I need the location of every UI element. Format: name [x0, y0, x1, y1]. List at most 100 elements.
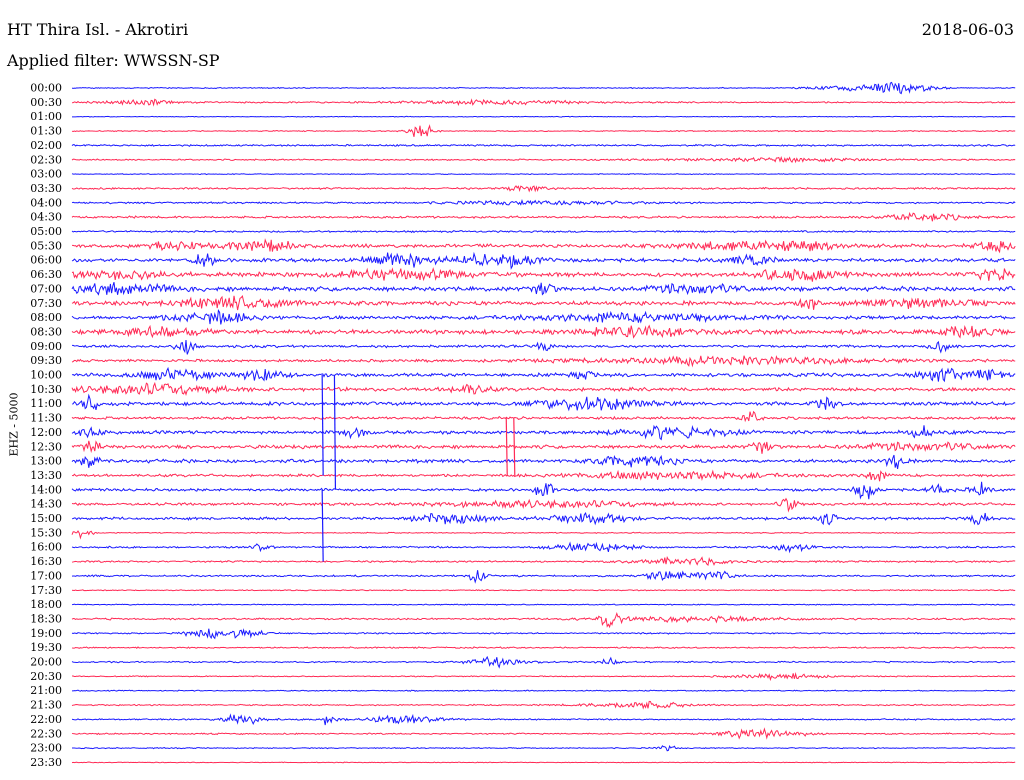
- trace-line: [71, 98, 1016, 107]
- trace-line: [71, 541, 1016, 554]
- time-label: 15:00: [30, 512, 62, 525]
- trace-line: [71, 143, 1016, 147]
- time-label: 00:00: [30, 82, 62, 95]
- trace-line: [71, 282, 1016, 296]
- trace-line: [71, 251, 1016, 270]
- time-label: 04:30: [30, 211, 62, 224]
- trace-line: [71, 603, 1016, 606]
- trace-line: [71, 81, 1016, 95]
- time-label: 00:30: [30, 96, 62, 109]
- trace-line: [71, 589, 1016, 592]
- time-label: 19:30: [30, 641, 62, 654]
- date-label: 2018-06-03: [921, 20, 1014, 39]
- spike-line: [333, 374, 337, 490]
- trace-line: [71, 115, 1016, 118]
- time-label: 21:30: [30, 699, 62, 712]
- trace-line: [71, 469, 1016, 482]
- time-label: 04:00: [30, 196, 62, 209]
- time-label: 20:00: [30, 656, 62, 669]
- time-label: 02:30: [30, 153, 62, 166]
- trace-line: [71, 530, 1016, 540]
- time-label: 20:30: [30, 670, 62, 683]
- time-label: 14:00: [30, 483, 62, 496]
- time-label: 19:00: [30, 627, 62, 640]
- time-label: 21:00: [30, 684, 62, 697]
- trace-line: [71, 211, 1016, 222]
- time-label: 15:30: [30, 526, 62, 539]
- time-label: 05:00: [30, 225, 62, 238]
- spike-line: [321, 489, 324, 562]
- trace-line: [71, 689, 1016, 692]
- trace-line: [71, 185, 1016, 193]
- station-title: HT Thira Isl. - Akrotiri: [7, 20, 189, 39]
- trace-line: [72, 744, 1016, 752]
- trace-line: [71, 324, 1016, 339]
- trace-line: [71, 700, 1016, 710]
- time-label: 06:30: [30, 268, 62, 281]
- time-label: 13:30: [30, 469, 62, 482]
- trace-line: [71, 309, 1016, 325]
- time-label: 22:00: [30, 713, 62, 726]
- spike-line: [513, 418, 516, 476]
- filter-label: Applied filter: WWSSN-SP: [7, 51, 220, 70]
- spike-line: [321, 374, 324, 476]
- time-label: 03:30: [30, 182, 62, 195]
- trace-line: [71, 512, 1016, 526]
- time-label: 12:30: [30, 440, 62, 453]
- time-label: 09:30: [30, 354, 62, 367]
- time-label: 11:30: [30, 412, 62, 425]
- trace-line: [71, 340, 1016, 355]
- time-label: 17:00: [30, 569, 62, 582]
- trace-line: [71, 497, 1016, 513]
- time-label: 23:30: [30, 756, 62, 769]
- trace-line: [71, 381, 1016, 396]
- time-label: 12:00: [30, 426, 62, 439]
- time-label: 05:30: [30, 239, 62, 252]
- trace-line: [71, 713, 1016, 726]
- trace-line: [71, 454, 1016, 470]
- trace-line: [71, 424, 1016, 441]
- trace-line: [71, 761, 1016, 764]
- trace-line: [71, 355, 1016, 368]
- trace-line: [71, 295, 1016, 311]
- trace-line: [71, 238, 1016, 254]
- time-label: 08:00: [30, 311, 62, 324]
- trace-line: [71, 199, 1016, 206]
- trace-line: [71, 173, 1016, 176]
- trace-line: [71, 156, 1016, 164]
- trace-line: [71, 440, 1016, 454]
- trace-line: [71, 646, 1016, 649]
- time-label: 03:00: [30, 168, 62, 181]
- time-label: 22:30: [30, 727, 62, 740]
- time-label: 11:00: [30, 397, 62, 410]
- time-label: 07:00: [30, 282, 62, 295]
- spike-line: [505, 418, 508, 476]
- time-label: 07:30: [30, 297, 62, 310]
- time-label: 13:00: [30, 455, 62, 468]
- time-label: 16:00: [30, 541, 62, 554]
- trace-line: [71, 393, 1016, 412]
- time-label: 01:30: [30, 125, 62, 138]
- trace-line: [71, 229, 1016, 234]
- trace-line: [71, 655, 1016, 669]
- time-label: 18:30: [30, 612, 62, 625]
- time-label: 09:00: [30, 340, 62, 353]
- time-label: 01:00: [30, 110, 62, 123]
- time-label: 18:00: [30, 598, 62, 611]
- trace-line: [71, 628, 1016, 640]
- trace-line: [71, 570, 1016, 584]
- time-label: 10:30: [30, 383, 62, 396]
- time-label: 10:00: [30, 369, 62, 382]
- trace-line: [71, 124, 1016, 137]
- trace-line: [71, 481, 1016, 500]
- trace-line: [71, 410, 1016, 423]
- trace-line: [71, 612, 1016, 629]
- time-label: 08:30: [30, 325, 62, 338]
- time-label: 17:30: [30, 584, 62, 597]
- time-label: 06:00: [30, 254, 62, 267]
- time-label: 23:00: [30, 742, 62, 755]
- trace-line: [71, 366, 1016, 383]
- trace-line: [71, 556, 1016, 566]
- time-label: 02:00: [30, 139, 62, 152]
